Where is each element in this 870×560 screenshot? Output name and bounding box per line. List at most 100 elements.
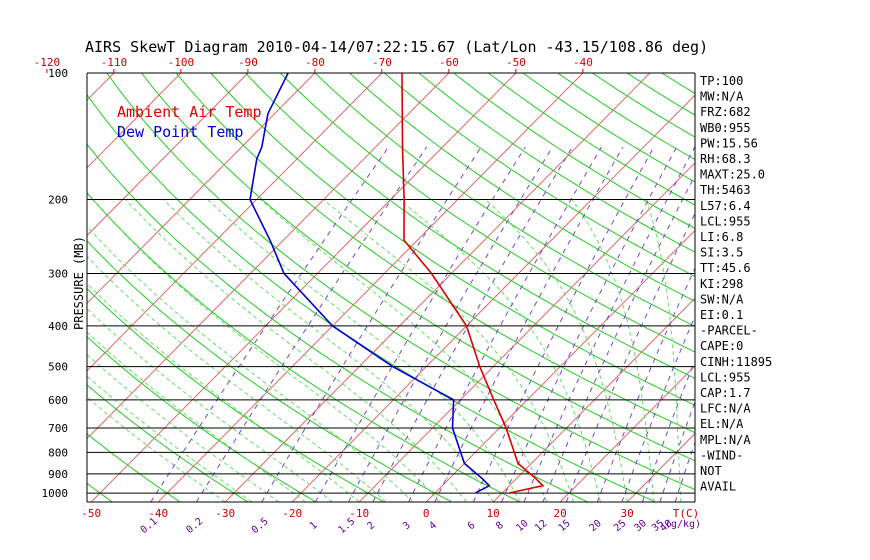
index-item: WB0:955 xyxy=(700,121,751,135)
series-layer xyxy=(249,73,545,494)
index-item: RH:68.3 xyxy=(700,152,751,166)
mixing-ratio-line xyxy=(542,174,695,502)
dry-adiabat-line xyxy=(522,73,695,183)
index-item: AVAIL xyxy=(700,480,736,494)
isotherm-line xyxy=(90,73,517,502)
top-tick-label: -40 xyxy=(573,56,593,69)
isotherm-line xyxy=(87,73,182,169)
dry-adiabat-line xyxy=(661,73,695,95)
mixing-ratio-label: 10 xyxy=(514,518,530,534)
dry-adiabat-line xyxy=(349,73,695,302)
bottom-tick-label: 0 xyxy=(423,507,430,520)
index-item: EL:N/A xyxy=(700,417,744,431)
moist-adiabat-line xyxy=(87,353,280,502)
y-tick-label: 400 xyxy=(48,320,68,333)
legend-item-ambient-air-temp: Ambient Air Temp xyxy=(117,103,262,121)
moist-adiabat-line xyxy=(645,199,682,502)
index-item: -PARCEL- xyxy=(700,324,758,338)
mixing-ratio-label: 2 xyxy=(365,520,377,532)
bottom-tick-label: 20 xyxy=(554,507,567,520)
index-item: CINH:11895 xyxy=(700,355,772,369)
moist-adiabat-line xyxy=(485,199,628,502)
dry-adiabat-line xyxy=(766,73,870,502)
dry-adiabat-line xyxy=(87,192,521,502)
dry-adiabat-line xyxy=(106,73,695,491)
dry-adiabat-line xyxy=(453,73,695,229)
moist-adiabat-line xyxy=(92,199,440,502)
mixing-ratio-label: 30 xyxy=(633,518,649,534)
moist-adiabat-line xyxy=(87,307,333,502)
top-tick-label: -120 xyxy=(34,56,61,69)
mixing-ratio-label: 12 xyxy=(533,518,549,534)
mixing-ratio-label: 25 xyxy=(612,518,628,534)
dry-adiabat-line xyxy=(87,335,317,502)
top-tick-label: -100 xyxy=(168,56,195,69)
dry-adiabat-line xyxy=(0,73,44,502)
isotherm-line xyxy=(761,73,870,502)
isotherm-line xyxy=(87,73,115,101)
y-tick-label: 200 xyxy=(48,193,68,206)
series-line-dew-point-temp xyxy=(249,73,491,494)
moist-adiabat-line xyxy=(87,225,414,502)
index-item: CAP:1.7 xyxy=(700,386,751,400)
y-tick-label: 300 xyxy=(48,267,68,280)
top-tick-label: -60 xyxy=(439,56,459,69)
top-tick-label: -110 xyxy=(101,56,128,69)
bottom-tick-label: 30 xyxy=(621,507,634,520)
index-item: LI:6.8 xyxy=(700,230,743,244)
mixing-ratio-label: 3 xyxy=(401,520,413,532)
top-tick-label: -90 xyxy=(238,56,258,69)
dry-adiabat-line xyxy=(418,73,695,253)
mixing-ratio-label: 0.5 xyxy=(250,516,271,536)
index-item: KI:298 xyxy=(700,277,743,291)
isotherm-line xyxy=(291,94,695,502)
moist-adiabat-line xyxy=(87,375,253,502)
index-item: PW:15.56 xyxy=(700,136,758,150)
index-item: L57:6.4 xyxy=(700,199,751,213)
index-item: LCL:955 xyxy=(700,214,751,228)
isotherm-line xyxy=(87,73,383,372)
isotherm-line xyxy=(0,73,47,502)
bottom-tick-label: -50 xyxy=(81,507,101,520)
index-item: LCL:955 xyxy=(700,370,751,384)
mixing-ratio-label: 4 xyxy=(427,520,439,532)
moist-adiabat-line xyxy=(207,199,521,502)
moist-adiabat-line xyxy=(125,199,467,502)
moist-adiabat-line xyxy=(87,282,360,502)
mixing-ratio-unit-label: (g/kg) xyxy=(665,519,701,530)
dry-adiabat-line xyxy=(488,73,695,206)
chart-title: AIRS SkewT Diagram 2010-04-14/07:22:15.6… xyxy=(85,38,708,56)
y-tick-label: 700 xyxy=(48,422,68,435)
bottom-tick-label: -40 xyxy=(148,507,168,520)
dry-adiabat-line xyxy=(835,73,870,502)
dry-adiabat-line xyxy=(314,73,695,327)
top-tick-label: -80 xyxy=(305,56,325,69)
mixing-ratio-label: 0.2 xyxy=(184,516,205,536)
moist-adiabat-line xyxy=(323,199,575,502)
mixing-ratio-label: 20 xyxy=(588,518,604,534)
top-tick-label: -70 xyxy=(372,56,392,69)
top-tick-label: -50 xyxy=(506,56,526,69)
isotherm-line xyxy=(87,73,316,304)
bottom-tick-label: -10 xyxy=(349,507,369,520)
isotherm-line xyxy=(157,73,584,502)
index-item: MPL:N/A xyxy=(700,433,751,447)
mixing-ratio-label: 6 xyxy=(466,520,478,532)
bottom-tick-label: -30 xyxy=(215,507,235,520)
isotherm-line xyxy=(224,73,651,502)
index-item: CAPE:0 xyxy=(700,339,743,353)
dry-adiabat-line xyxy=(210,73,695,406)
index-item: TT:45.6 xyxy=(700,261,751,275)
index-item: -WIND- xyxy=(700,448,743,462)
moist-adiabat-line xyxy=(163,199,494,502)
index-item: TP:100 xyxy=(700,74,743,88)
index-item: SW:N/A xyxy=(700,292,744,306)
dry-adiabat-line xyxy=(800,73,870,502)
index-item: FRZ:682 xyxy=(700,105,751,119)
mixing-ratio-label: 1 xyxy=(308,520,320,532)
dry-adiabat-line xyxy=(175,73,695,434)
moist-adiabat-line xyxy=(87,396,226,502)
